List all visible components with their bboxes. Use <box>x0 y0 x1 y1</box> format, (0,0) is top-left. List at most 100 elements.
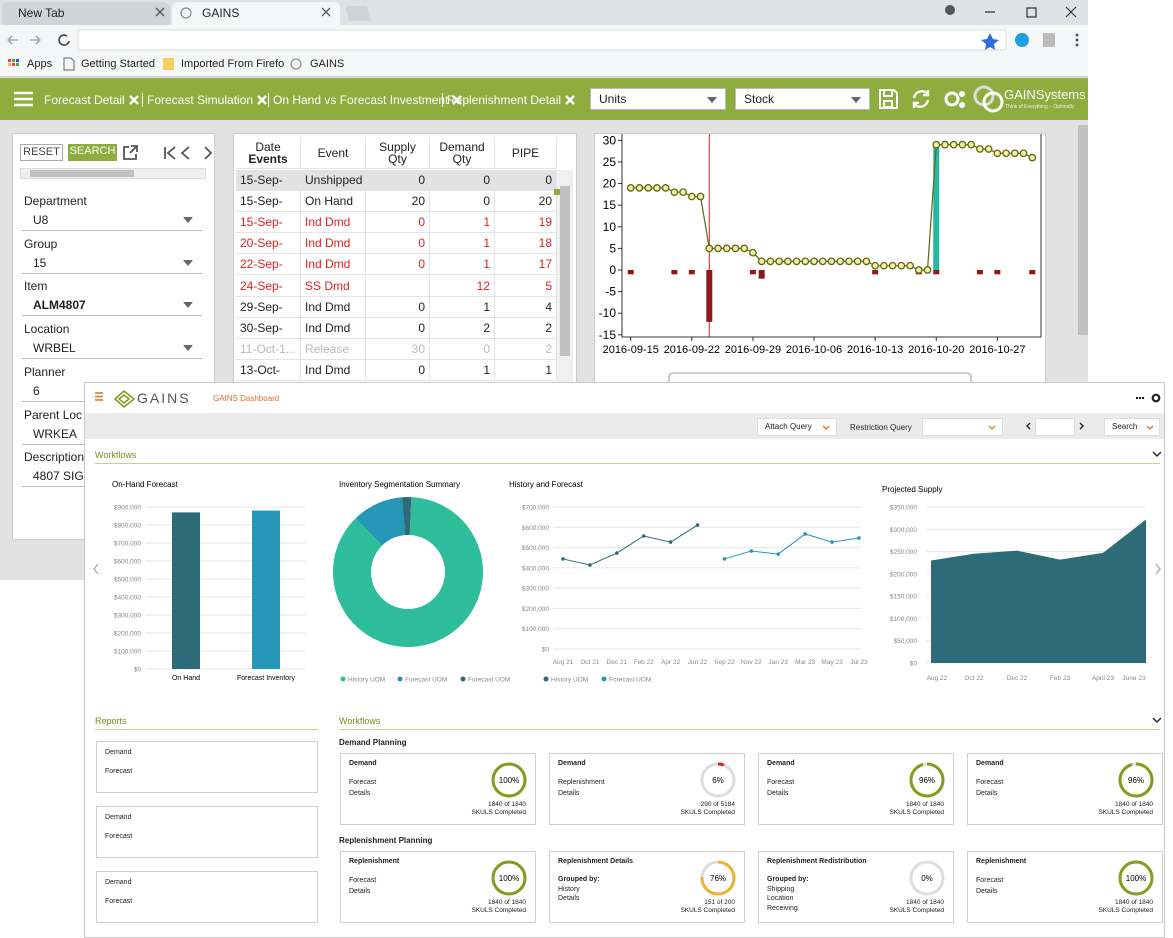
bar <box>172 512 200 669</box>
report-line: Demand <box>105 879 132 886</box>
table-cell: 0 <box>366 254 430 276</box>
workflow-card[interactable]: Demand Forecast Details 1840 of 1840 SKULS C… <box>340 753 536 825</box>
y-tick-label: $400,000 <box>114 595 141 602</box>
ring-label: 6% <box>712 776 724 785</box>
point <box>561 557 565 561</box>
bookmark[interactable]: Imported From Firefo <box>181 58 285 70</box>
bookmark[interactable]: GAINS <box>310 58 345 70</box>
report-line: Forecast <box>105 768 133 775</box>
card-line: Details <box>349 888 371 895</box>
workflow-card[interactable]: Demand Forecast Details 1840 of 1840 SKULS C… <box>758 753 954 825</box>
logo: GAINS <box>137 390 191 406</box>
workflow-card[interactable]: Replenishment Redistribution Grouped by: S… <box>758 851 954 923</box>
h-scroll-thumb <box>30 170 134 177</box>
group-title: Demand Planning <box>339 738 407 747</box>
cell-text: 0 <box>418 320 425 335</box>
cell-text: 0 <box>483 194 490 209</box>
x-tick-label: Apr 22 <box>661 659 681 666</box>
y-tick-label: $100,000 <box>890 616 917 623</box>
y-tick-label: -5 <box>605 285 616 299</box>
card-line: Details <box>976 790 998 797</box>
report-card[interactable]: Demand Forecast <box>96 741 318 793</box>
close-icon[interactable] <box>452 95 463 105</box>
button[interactable]: SEARCH <box>68 144 117 161</box>
table-cell: 2 <box>495 338 557 360</box>
y-tick-label: $800,000 <box>114 523 141 530</box>
tab-title: New Tab <box>18 6 65 20</box>
search[interactable]: Search <box>1104 418 1160 436</box>
ring-progress <box>491 762 527 798</box>
close-icon[interactable] <box>565 95 575 105</box>
table-cell: 20 <box>366 191 430 213</box>
x-tick-label: Jan 23 <box>769 659 789 666</box>
field-input[interactable]: WRBEL <box>22 337 202 360</box>
progress-ring: 100% <box>491 762 527 798</box>
report-card[interactable]: Demand Forecast <box>96 871 318 923</box>
point <box>757 257 766 266</box>
workflow-card[interactable]: Replenishment Details Grouped by: History D… <box>549 851 745 923</box>
card-title: Replenishment Details <box>558 858 634 865</box>
workflow-card[interactable]: Replenishment Forecast Details 1840 of 1840… <box>340 851 536 923</box>
header-cell: Demand Qty <box>430 137 495 169</box>
tagline: Think of Everything – Optimally <box>1005 104 1075 110</box>
select[interactable]: Units <box>590 88 726 110</box>
card-count: 151 of 200 <box>704 899 735 906</box>
bookmark[interactable]: Getting Started <box>81 58 155 70</box>
field-input[interactable]: ALM4807 <box>22 294 202 317</box>
card-status: SKULS Completed <box>1098 809 1153 816</box>
page-input[interactable] <box>1035 418 1075 436</box>
y-tick-label: 25 <box>603 155 617 169</box>
events-table: Date Events Event Supply Qty Demand Qty PIPE 1… <box>233 133 577 393</box>
point <box>766 257 775 266</box>
header-text: Event <box>317 145 349 160</box>
caret-glyph <box>183 259 193 266</box>
progress-ring: 76% <box>700 860 736 896</box>
report-card[interactable]: Demand Forecast <box>96 806 318 858</box>
point <box>801 257 810 266</box>
close-icon[interactable] <box>257 95 267 105</box>
point <box>668 540 673 544</box>
point <box>687 192 696 201</box>
app-tab[interactable]: Forecast Simulation <box>142 93 267 107</box>
app-tab[interactable]: Replenishment Detail <box>442 93 575 107</box>
button[interactable]: RESET <box>20 144 63 161</box>
close-icon[interactable] <box>128 95 139 105</box>
table-cell: Ind Dmd <box>301 254 366 276</box>
ring-group: 100% <box>491 860 527 896</box>
ring-label: 76% <box>710 874 726 883</box>
menu-icon[interactable] <box>95 392 105 401</box>
field-input[interactable]: 15 <box>22 252 202 274</box>
select[interactable]: Stock <box>735 88 870 110</box>
workflow-card[interactable]: Demand Replenishment Details 290 of 5184 SKU… <box>549 753 745 825</box>
scrollbar[interactable] <box>1078 125 1088 335</box>
card-count: 1840 of 1840 <box>906 899 944 906</box>
bar <box>976 270 983 275</box>
attach-query[interactable]: Attach Query <box>757 418 837 436</box>
point <box>775 257 783 266</box>
field-input[interactable]: U8 <box>22 209 202 231</box>
y-tick-label: 30 <box>603 134 617 147</box>
cell-text: 0 <box>418 257 425 272</box>
table-cell: 12 <box>430 275 495 297</box>
restriction-select[interactable] <box>922 418 1003 436</box>
tab[interactable]: GAINS <box>172 2 340 25</box>
point <box>740 244 749 253</box>
x-tick-label: April 23 <box>1092 675 1114 682</box>
menu-icon[interactable] <box>14 91 34 107</box>
tab[interactable]: New Tab <box>2 2 170 25</box>
dashboard: GAINS GAINS Dashboard Attach Query Restr… <box>84 382 1165 938</box>
point <box>818 257 827 266</box>
workflow-card[interactable]: Demand Forecast Details 1840 of 1840 SKULS C… <box>967 753 1163 825</box>
report-line: Demand <box>105 814 132 821</box>
table-cell: SS Dmd <box>301 275 366 297</box>
app-tab[interactable]: On Hand vs Forecast Investment <box>268 93 463 107</box>
ring-group: 0% <box>909 860 945 896</box>
point <box>993 149 1002 158</box>
workflow-card[interactable]: Replenishment Forecast Details 1840 of 1840… <box>967 851 1163 923</box>
area <box>931 519 1146 663</box>
line <box>562 524 698 566</box>
bookmark[interactable]: Apps <box>27 58 53 70</box>
progress-ring: 6% <box>700 762 736 798</box>
cell-text: 15-Sep-1... <box>240 215 283 230</box>
app-tab[interactable]: Forecast Detail <box>44 93 139 107</box>
